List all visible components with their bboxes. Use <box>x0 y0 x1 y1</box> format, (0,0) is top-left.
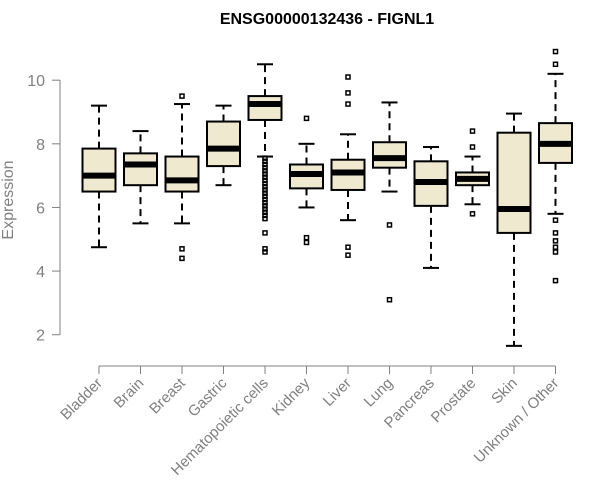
outlier-point <box>552 249 559 255</box>
outlier-point <box>386 296 393 303</box>
box-group <box>164 93 200 262</box>
outlier-point <box>179 93 185 99</box>
y-tick-label: 8 <box>36 137 45 154</box>
outlier-point <box>262 206 268 212</box>
outlier-point <box>262 174 268 180</box>
outlier-point <box>552 217 559 223</box>
chart-title: ENSG00000132436 - FIGNL1 <box>220 11 434 28</box>
box-group <box>206 104 241 187</box>
outlier-point <box>303 239 310 246</box>
outlier-point <box>552 277 559 284</box>
outlier-point <box>345 101 351 107</box>
outlier-point <box>262 158 268 165</box>
outlier-point <box>262 161 268 168</box>
outlier-point <box>552 230 559 236</box>
x-tick-label: Breast <box>146 374 189 417</box>
y-axis: 2 4 6 8 10 <box>27 73 61 345</box>
y-axis-label: Expression <box>0 160 17 239</box>
outlier-point <box>262 249 268 255</box>
x-tick-label: Brain <box>111 375 148 412</box>
x-tick-label: Prostate <box>428 375 480 427</box>
box <box>206 120 241 168</box>
outlier-point <box>552 244 559 250</box>
box-group <box>538 48 573 284</box>
y-tick-label: 2 <box>36 328 45 345</box>
outlier-point <box>179 246 185 252</box>
outlier-point <box>345 74 351 80</box>
box-group <box>413 146 449 269</box>
outlier-point <box>262 155 268 161</box>
outlier-point <box>262 215 268 222</box>
outlier-point <box>262 246 268 252</box>
plot-area <box>81 48 573 347</box>
outlier-point <box>262 203 268 209</box>
box-group <box>455 128 490 217</box>
box-group <box>247 63 283 255</box>
box-group <box>372 101 407 303</box>
box <box>164 155 200 193</box>
x-tick-label: Kidney <box>269 374 314 419</box>
outlier-point <box>552 238 559 244</box>
outlier-point <box>303 234 310 241</box>
outlier-point <box>262 193 268 200</box>
box-group <box>496 112 532 347</box>
outlier-point <box>262 196 268 203</box>
box-group <box>81 104 117 249</box>
outlier-point <box>386 222 393 228</box>
outlier-point <box>262 199 268 206</box>
box <box>81 147 117 193</box>
box <box>496 131 532 234</box>
y-tick-label: 6 <box>36 200 45 217</box>
box <box>123 152 158 187</box>
outlier-point <box>262 230 268 236</box>
outlier-point <box>552 48 559 55</box>
box-group <box>289 115 324 246</box>
box <box>247 95 283 121</box>
outlier-point <box>262 168 268 174</box>
outlier-point <box>262 171 268 177</box>
outlier-point <box>262 177 268 184</box>
outlier-point <box>262 184 268 190</box>
outlier-point <box>262 209 268 215</box>
outlier-point <box>469 144 476 150</box>
x-tick-label: Liver <box>320 375 355 410</box>
outlier-point <box>552 61 559 68</box>
outlier-point <box>345 244 351 250</box>
outlier-point <box>262 187 268 193</box>
outlier-point <box>345 252 351 258</box>
outlier-point <box>262 180 268 187</box>
outlier-point <box>262 212 268 219</box>
outlier-point <box>262 164 268 171</box>
box-group <box>123 130 158 225</box>
box-group <box>330 74 366 258</box>
x-tick-label: Bladder <box>57 375 106 424</box>
outlier-point <box>262 190 268 196</box>
outlier-point <box>179 255 185 262</box>
y-tick-label: 10 <box>27 73 45 90</box>
x-tick-label: Skin <box>488 375 521 408</box>
outlier-point <box>345 90 351 96</box>
outlier-point <box>303 115 310 122</box>
box <box>372 141 407 169</box>
outlier-point <box>469 128 476 134</box>
x-tick-label: Lung <box>361 375 397 411</box>
y-tick-label: 4 <box>36 264 45 281</box>
outlier-point <box>469 211 476 217</box>
